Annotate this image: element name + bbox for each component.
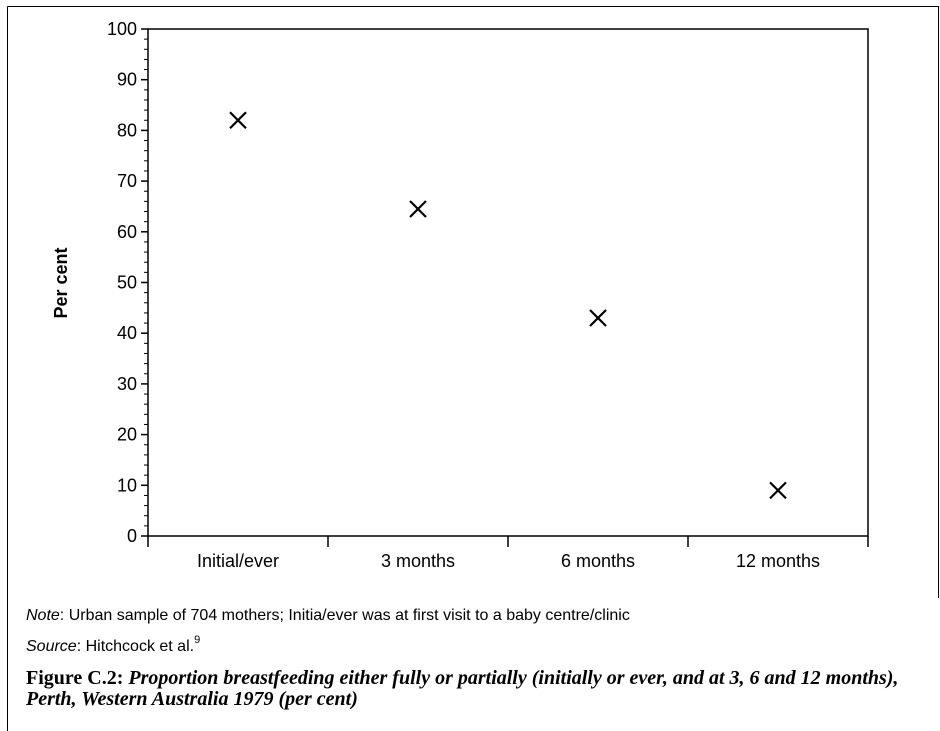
y-tick-label: 50 [117,273,137,293]
y-axis-label: Per cent [51,247,71,318]
breastfeeding-scatter-chart: 0 10 20 30 40 50 60 70 80 90 100 Initial/ever 3 mon… [51,19,869,571]
y-tick-label: 20 [117,425,137,445]
y-tick-label: 10 [117,475,137,495]
source-reference-number: 9 [194,633,201,646]
data-point-marker [409,200,427,218]
chart-note: Note: Urban sample of 704 mothers; Initi… [26,607,630,625]
marker-stroke [589,309,607,327]
data-point-marker [589,309,607,327]
data-point-marker [769,481,787,500]
y-tick-label: 60 [117,222,137,242]
marker-stroke [769,481,787,500]
caption-text: Proportion breastfeeding either fully or… [26,667,899,710]
x-tick-label: 12 months [736,551,820,571]
note-lead: Note [26,607,60,624]
x-tick-label: Initial/ever [197,551,279,571]
y-tick-label: 0 [127,526,137,546]
data-markers [229,111,787,500]
source-text: : Hitchcock et al. [76,638,195,655]
marker-stroke [409,200,427,218]
y-tick-label: 80 [117,120,137,140]
plot-area [147,28,869,537]
caption-label: Figure C.2: [26,667,129,689]
y-tick-label: 90 [117,70,137,90]
chart-source: Source: Hitchcock et al.9 [26,634,200,656]
y-tick-label: 70 [117,171,137,191]
marker-stroke [229,111,247,130]
y-axis: 0 10 20 30 40 50 60 70 80 90 100 [107,19,148,546]
plot-border [147,28,869,537]
figure-caption: Figure C.2: Proportion breastfeeding eit… [26,668,936,710]
note-text: : Urban sample of 704 mothers; Initia/ev… [59,607,630,624]
y-tick-label: 100 [107,19,137,39]
data-point-marker [229,111,247,130]
x-tick-label: 6 months [561,551,635,571]
source-lead: Source [26,638,77,655]
x-axis: Initial/ever 3 months 6 months 12 months [147,536,869,571]
y-tick-label: 40 [117,323,137,343]
y-tick-label: 30 [117,374,137,394]
x-tick-label: 3 months [381,551,455,571]
